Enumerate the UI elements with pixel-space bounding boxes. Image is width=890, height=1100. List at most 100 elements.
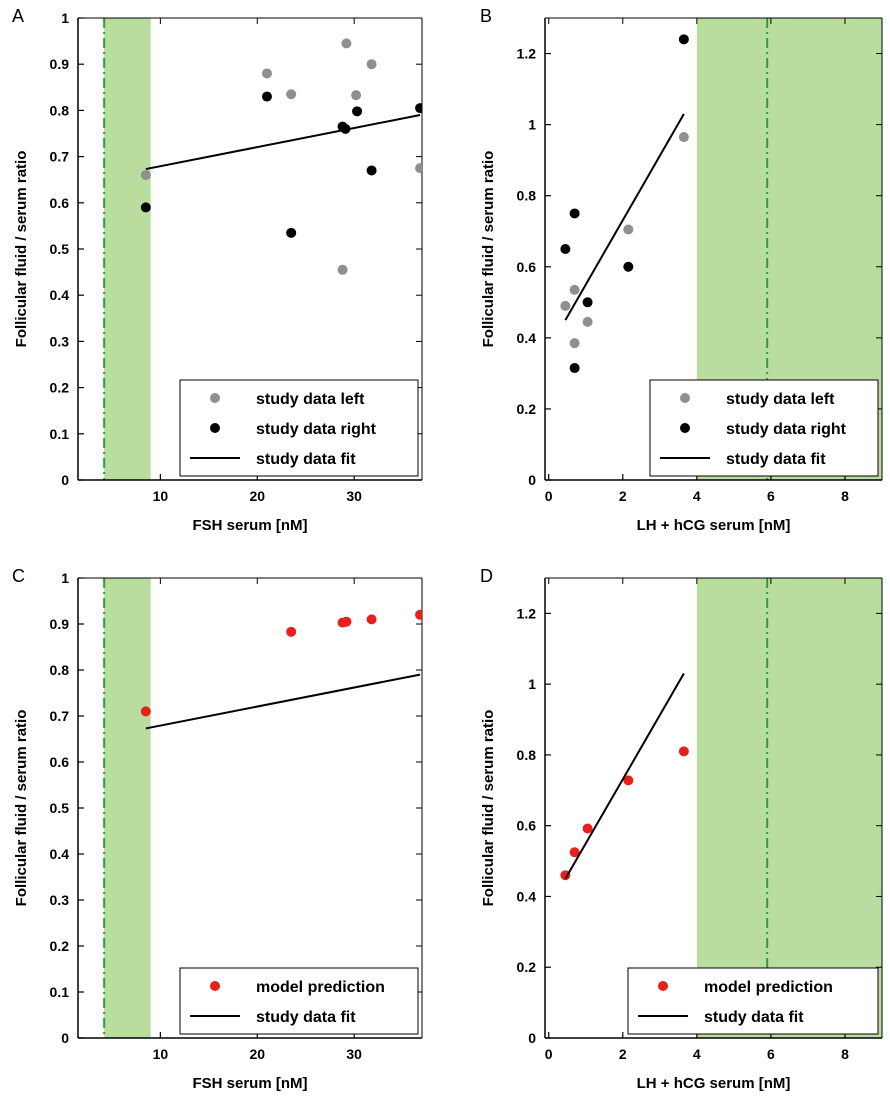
point-study-data-left — [582, 316, 593, 327]
y-tick-label: 0.4 — [50, 846, 70, 862]
point-study-data-right — [286, 227, 297, 238]
legend-entry: study data right — [726, 421, 847, 438]
point-study-data-left — [366, 59, 377, 70]
y-tick-label: 0 — [61, 1030, 69, 1046]
y-tick-label: 0.7 — [50, 708, 70, 724]
legend-entry: study data fit — [256, 451, 356, 468]
x-tick-label: 20 — [249, 488, 265, 504]
point-study-data-left — [286, 89, 297, 100]
y-tick-label: 1.2 — [517, 46, 537, 62]
y-tick-label: 0.6 — [50, 754, 70, 770]
y-tick-label: 0.4 — [517, 888, 537, 904]
y-tick-label: 1 — [528, 117, 536, 133]
point-study-data-left — [341, 38, 352, 49]
y-tick-label: 0.1 — [50, 984, 70, 1000]
panel-d: 0 0.2 0.4 0.6 0.8 1 1.2 0 2 4 6 8 LH + hCG serum [nM… — [480, 566, 883, 1092]
point-study-data-right — [261, 91, 272, 102]
point-model-prediction — [623, 775, 634, 786]
x-axis-label: LH + hCG serum [nM] — [637, 1075, 791, 1092]
y-axis-label: Follicular fluid / serum ratio — [480, 710, 497, 907]
y-axis-label: Follicular fluid / serum ratio — [13, 151, 30, 348]
y-tick-label: 1.2 — [517, 605, 537, 621]
series-line-study-data-fit — [564, 113, 685, 321]
y-axis-label: Follicular fluid / serum ratio — [480, 151, 497, 348]
legend-point-marker — [210, 423, 220, 433]
reference-band — [104, 578, 151, 1038]
point-study-data-left — [140, 170, 151, 181]
y-tick-label: 0.3 — [50, 892, 70, 908]
y-tick-label: 0.5 — [50, 800, 70, 816]
y-tick-label: 0.9 — [50, 616, 70, 632]
x-tick-label: 30 — [346, 1046, 362, 1062]
x-tick-label: 4 — [693, 488, 701, 504]
series-line-study-data-fit — [145, 114, 421, 171]
plot-area — [560, 34, 689, 374]
y-tick-label: 0.4 — [517, 330, 537, 346]
legend-point-marker — [658, 981, 668, 991]
y-tick-label: 0.2 — [517, 401, 537, 417]
y-tick-label: 0 — [528, 472, 536, 488]
legend: model prediction study data fit — [627, 967, 879, 1035]
point-study-data-left — [560, 300, 571, 311]
point-study-data-right — [415, 103, 422, 114]
series-line-study-data-fit — [145, 673, 421, 730]
legend: study data left study data right study dat… — [179, 379, 419, 477]
y-tick-label: 0 — [528, 1030, 536, 1046]
y-axis-label: Follicular fluid / serum ratio — [13, 710, 30, 907]
point-study-data-right — [140, 202, 151, 213]
x-tick-label: 30 — [346, 488, 362, 504]
series-line-study-data-fit — [564, 673, 685, 880]
y-tick-label: 1 — [61, 570, 69, 586]
reference-band — [104, 18, 151, 480]
y-tick-label: 0.5 — [50, 241, 70, 257]
reference-band — [696, 578, 882, 1038]
legend: model prediction study data fit — [179, 967, 419, 1035]
x-axis-label: FSH serum [nM] — [192, 517, 307, 534]
legend-entry: study data fit — [256, 1009, 356, 1026]
y-tick-label: 0.4 — [50, 287, 70, 303]
legend-box — [627, 967, 879, 1035]
y-tick-label: 0.7 — [50, 149, 70, 165]
point-model-prediction — [286, 626, 297, 637]
point-study-data-right — [352, 106, 363, 117]
point-model-prediction — [415, 609, 422, 620]
y-tick-label: 0.8 — [517, 747, 537, 763]
y-tick-label: 0.8 — [50, 102, 70, 118]
legend-point-marker — [680, 423, 690, 433]
plot-area — [140, 38, 422, 275]
point-study-data-left — [678, 132, 689, 143]
y-tick-label: 0.2 — [50, 938, 70, 954]
y-tick-label: 0.6 — [517, 818, 537, 834]
y-tick-label: 0.2 — [517, 959, 537, 975]
panel-label: B — [480, 6, 492, 26]
x-tick-label: 6 — [767, 488, 775, 504]
x-tick-label: 6 — [767, 1046, 775, 1062]
point-study-data-left — [415, 163, 422, 174]
y-tick-label: 0.6 — [517, 259, 537, 275]
point-study-data-right — [366, 165, 377, 176]
legend-point-marker — [210, 981, 220, 991]
point-model-prediction — [569, 847, 580, 858]
panel-b: 0 0.2 0.4 0.6 0.8 1 1.2 0 2 4 6 8 LH + hCG serum [nM… — [480, 6, 883, 534]
x-tick-label: 2 — [619, 1046, 627, 1062]
panel-a: 0 0.1 0.2 0.3 0.4 0.5 0.6 0.7 0.8 0.9 1 10 20 30 FSH s… — [12, 6, 423, 534]
legend-entry: model prediction — [704, 979, 833, 996]
y-tick-label: 0.6 — [50, 195, 70, 211]
legend-entry: study data right — [256, 421, 377, 438]
point-model-prediction — [678, 746, 689, 757]
legend-entry: study data fit — [704, 1009, 804, 1026]
legend-box — [179, 967, 419, 1035]
legend-entry: model prediction — [256, 979, 385, 996]
y-tick-label: 0.3 — [50, 333, 70, 349]
plot-area — [560, 673, 689, 881]
x-tick-label: 0 — [545, 488, 553, 504]
legend-entry: study data left — [256, 391, 365, 408]
panel-label: A — [12, 6, 24, 26]
x-tick-label: 4 — [693, 1046, 701, 1062]
point-model-prediction — [341, 616, 352, 627]
point-model-prediction — [366, 614, 377, 625]
x-tick-label: 8 — [841, 1046, 849, 1062]
x-axis-label: FSH serum [nM] — [192, 1075, 307, 1092]
plot-area — [140, 609, 422, 730]
y-tick-label: 0.8 — [517, 188, 537, 204]
